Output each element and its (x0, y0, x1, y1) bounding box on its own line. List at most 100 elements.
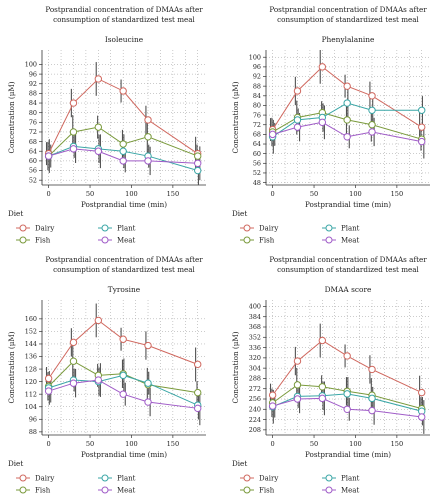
legend-entry-plant: Plant (341, 225, 360, 233)
chart-subtitle: Phenylalanine (322, 35, 375, 44)
y-tick-label: 224 (249, 416, 261, 424)
y-axis-label: Concentration (μM) (7, 331, 16, 403)
data-point-meat (144, 157, 152, 165)
series-line-meat (48, 148, 198, 164)
data-point-meat (418, 137, 426, 146)
series-line-fish (48, 360, 198, 394)
data-point-fish (194, 152, 202, 160)
x-tick-label: 150 (391, 190, 404, 198)
legend-entry-dairy: Dairy (35, 225, 54, 233)
series-line-plant (272, 102, 422, 138)
x-axis-label: Postprandial time (min) (305, 200, 391, 209)
y-tick-label: 352 (249, 333, 261, 341)
data-point-dairy (119, 87, 127, 95)
data-point-plant (119, 147, 127, 155)
data-point-dairy (318, 63, 327, 71)
chart-title: Postprandial concentration of DMAAs afte… (45, 5, 203, 14)
x-axis-label: Postprandial time (min) (305, 450, 391, 459)
legend-entry-meat: Meat (341, 487, 359, 495)
data-point-dairy (69, 99, 78, 107)
chart-title: consumption of standardized test meal (277, 15, 419, 24)
series-line-plant (48, 145, 198, 172)
y-tick-label: 76 (29, 119, 37, 127)
chart-title: Postprandial concentration of DMAAs afte… (269, 5, 427, 14)
data-point-meat (268, 130, 277, 139)
legend-entry-fish: Fish (259, 237, 275, 245)
y-tick-label: 304 (249, 364, 261, 372)
data-point-meat (69, 379, 78, 387)
data-point-dairy (368, 365, 376, 374)
x-tick-label: 100 (349, 440, 362, 448)
data-point-dairy (144, 116, 152, 124)
y-tick-label: 68 (29, 138, 37, 146)
data-point-plant (368, 106, 376, 114)
legend-swatch-marker (101, 486, 109, 494)
y-tick-label: 136 (25, 353, 37, 361)
data-point-dairy (69, 338, 78, 347)
series-line-meat (272, 397, 422, 418)
chart-title: Postprandial concentration of DMAAs afte… (45, 255, 203, 264)
legend-swatch-marker (19, 474, 27, 482)
y-tick-label: 52 (253, 169, 261, 177)
data-point-dairy (418, 388, 426, 397)
data-point-meat (343, 405, 351, 413)
data-point-dairy (343, 82, 351, 90)
data-point-fish (368, 121, 376, 129)
data-point-plant (418, 106, 426, 114)
legend-title: Diet (232, 209, 247, 218)
chart-svg: Postprandial concentration of DMAAs afte… (231, 5, 430, 245)
chart-svg: Postprandial concentration of DMAAs afte… (7, 255, 206, 495)
series-line-dairy (272, 66, 422, 130)
data-point-plant (194, 166, 202, 175)
legend-entry-fish: Fish (35, 487, 51, 495)
legend-swatch-marker (243, 486, 251, 494)
chart-title: consumption of standardized test meal (53, 265, 195, 274)
y-tick-label: 48 (253, 179, 261, 187)
y-tick-label: 80 (253, 102, 261, 110)
y-tick-label: 96 (29, 416, 37, 424)
y-tick-label: 160 (25, 315, 37, 323)
data-point-dairy (94, 75, 103, 83)
y-tick-label: 92 (29, 80, 37, 88)
data-point-meat (44, 152, 53, 160)
legend-entry-plant: Plant (117, 225, 136, 233)
y-tick-label: 144 (25, 340, 37, 348)
data-point-dairy (318, 336, 327, 345)
data-point-meat (318, 118, 327, 127)
data-point-fish (69, 128, 78, 136)
x-tick-label: 0 (271, 440, 275, 448)
legend-entry-meat: Meat (117, 237, 135, 245)
series-line-plant (272, 393, 422, 412)
data-point-meat (293, 123, 302, 131)
y-tick-label: 272 (249, 385, 261, 393)
y-tick-label: 100 (249, 53, 261, 61)
series-line-fish (272, 112, 422, 140)
data-point-dairy (194, 360, 202, 369)
data-point-dairy (293, 87, 302, 95)
y-tick-label: 80 (29, 109, 37, 117)
legend-swatch-marker (101, 224, 109, 232)
y-tick-label: 88 (29, 428, 37, 436)
legend-entry-dairy: Dairy (35, 475, 54, 483)
data-point-dairy (44, 374, 53, 383)
y-tick-label: 60 (253, 150, 261, 158)
legend-swatch-marker (19, 236, 27, 244)
data-point-dairy (343, 352, 351, 360)
y-tick-label: 88 (29, 90, 37, 98)
data-point-meat (343, 133, 351, 141)
data-point-fish (119, 140, 127, 148)
data-point-plant (119, 371, 127, 380)
chart-title: Postprandial concentration of DMAAs afte… (269, 255, 427, 264)
y-tick-label: 368 (249, 323, 261, 331)
y-tick-label: 56 (29, 167, 37, 175)
x-tick-label: 100 (125, 190, 138, 198)
data-point-meat (44, 387, 53, 395)
data-point-meat (418, 413, 426, 421)
y-tick-label: 336 (249, 344, 261, 352)
y-tick-label: 240 (249, 405, 261, 413)
data-point-dairy (268, 391, 277, 399)
y-tick-label: 72 (253, 121, 261, 129)
legend-entry-meat: Meat (117, 487, 135, 495)
y-axis-label: Concentration (μM) (231, 331, 240, 403)
y-axis-label: Concentration (μM) (7, 81, 16, 153)
